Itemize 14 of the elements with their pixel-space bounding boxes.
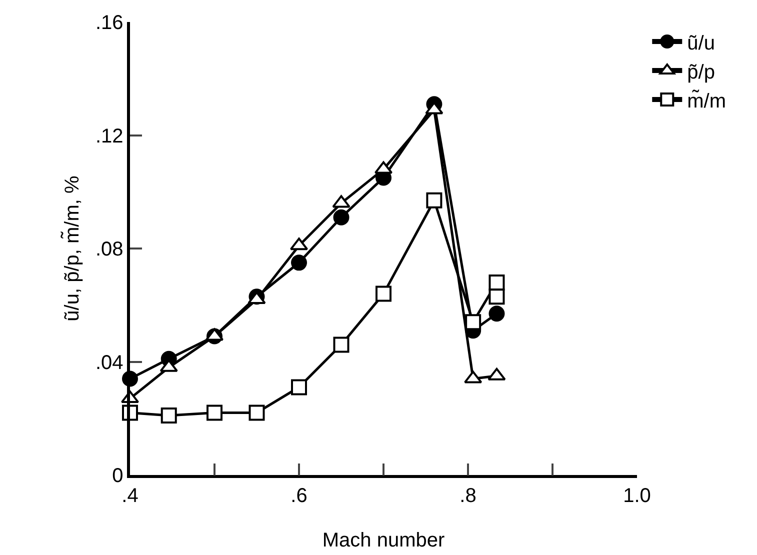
- x-tick-label: 1.0: [623, 484, 651, 507]
- y-tick-label: .08: [95, 238, 124, 260]
- legend-label: ũ/u: [687, 32, 715, 54]
- y-tick-label: 0: [112, 465, 124, 487]
- x-tick-label: .4: [122, 484, 138, 507]
- y-tick-label: .04: [95, 352, 124, 374]
- x-tick-label: .8: [460, 484, 476, 507]
- y-tick-label: .12: [95, 125, 124, 148]
- x-tick-label: .6: [290, 484, 308, 507]
- x-axis-title: Mach number: [322, 530, 445, 552]
- legend-label: p̃/p: [687, 61, 715, 84]
- y-tick-label: .16: [95, 12, 124, 34]
- legend-label: m̃/m: [687, 88, 726, 112]
- y-axis-title: ũ/u, p̃/p, m̃/m, %: [60, 175, 84, 322]
